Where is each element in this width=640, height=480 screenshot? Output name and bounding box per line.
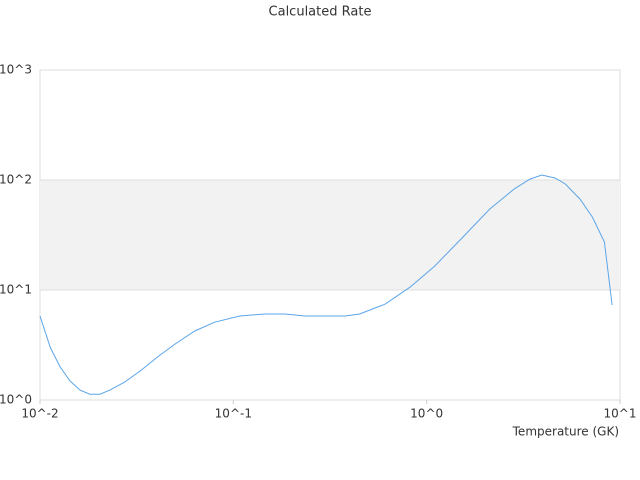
x-tick-label: 10^1 bbox=[604, 407, 637, 421]
x-tick-label: 10^-1 bbox=[215, 407, 252, 421]
y-tick-label: 10^3 bbox=[0, 63, 32, 77]
x-tick-label: 10^-2 bbox=[21, 407, 58, 421]
y-tick-label: 10^2 bbox=[0, 173, 32, 187]
chart-title: Calculated Rate bbox=[269, 5, 372, 20]
y-tick-label: 10^1 bbox=[0, 283, 32, 297]
line-series bbox=[39, 174, 613, 395]
grid-band bbox=[40, 180, 620, 290]
x-axis-label: Temperature (GK) bbox=[512, 425, 619, 439]
x-tick-label: 10^0 bbox=[410, 407, 443, 421]
y-tick-label: 10^0 bbox=[0, 393, 32, 407]
